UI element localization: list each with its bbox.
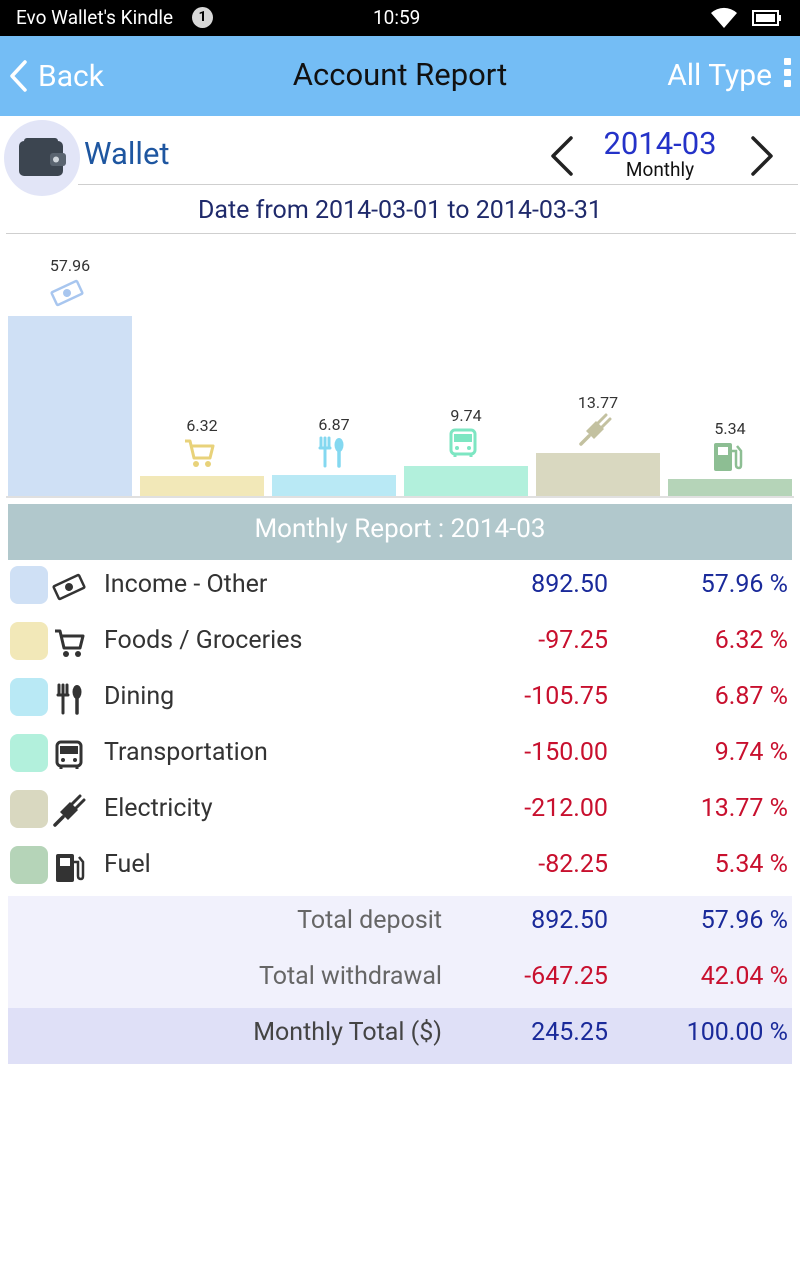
report-row[interactable]: Dining -105.75 6.87 % xyxy=(8,672,792,728)
account-name[interactable]: Wallet xyxy=(84,135,170,172)
chevron-right-icon[interactable] xyxy=(745,134,779,178)
period-selector[interactable]: 2014-03 Monthly xyxy=(590,128,730,180)
category-percent: 13.77 % xyxy=(700,794,788,823)
type-filter-button[interactable]: All Type xyxy=(667,58,772,93)
category-amount: -105.75 xyxy=(524,682,608,711)
app-bar: Back Account Report All Type xyxy=(0,36,800,116)
money-icon xyxy=(50,276,90,312)
report-row[interactable]: Electricity -212.00 13.77 % xyxy=(8,784,792,840)
category-label: Foods / Groceries xyxy=(104,626,303,655)
report-header: Monthly Report : 2014-03 xyxy=(8,504,792,560)
category-label: Fuel xyxy=(104,850,151,879)
cart-icon xyxy=(182,436,222,472)
device-name: Evo Wallet's Kindle xyxy=(16,6,174,29)
money-icon xyxy=(52,570,86,604)
category-amount: 892.50 xyxy=(531,570,608,599)
category-color-swatch xyxy=(10,734,48,772)
chart-value-label: 5.34 xyxy=(714,419,746,439)
chart-value-label: 6.87 xyxy=(318,414,350,434)
account-selector: Wallet 2014-03 Monthly xyxy=(0,116,800,196)
plug-icon xyxy=(578,413,618,449)
category-amount: -150.00 xyxy=(524,738,608,767)
total-label: Total withdrawal xyxy=(259,962,442,991)
category-amount: -212.00 xyxy=(524,794,608,823)
divider xyxy=(78,184,798,185)
overflow-menu-icon[interactable] xyxy=(782,58,792,94)
chart-bar[interactable] xyxy=(140,476,264,496)
chart-bar[interactable] xyxy=(272,474,396,496)
category-label: Income - Other xyxy=(104,570,268,599)
total-row: Total withdrawal -647.25 42.04 % xyxy=(8,952,792,1008)
divider xyxy=(6,233,796,234)
category-percent: 57.96 % xyxy=(700,570,788,599)
chevron-left-icon[interactable] xyxy=(545,134,579,178)
report-row[interactable]: Foods / Groceries -97.25 6.32 % xyxy=(8,616,792,672)
bus-icon xyxy=(52,738,86,772)
clock: 10:59 xyxy=(373,6,421,29)
total-percent: 100.00 % xyxy=(686,1018,788,1047)
total-amount: 245.25 xyxy=(531,1018,608,1047)
category-color-swatch xyxy=(10,790,48,828)
total-label: Monthly Total ($) xyxy=(253,1018,442,1047)
category-percent: 5.34 % xyxy=(714,850,788,879)
period-mode: Monthly xyxy=(625,158,695,181)
category-amount: -97.25 xyxy=(538,626,608,655)
back-button[interactable]: Back xyxy=(8,54,104,98)
category-label: Dining xyxy=(104,682,175,711)
chart-value-label: 13.77 xyxy=(577,393,619,413)
wallet-icon xyxy=(19,138,66,176)
chart-bar[interactable] xyxy=(668,479,792,496)
total-amount: 892.50 xyxy=(531,906,608,935)
chart-bar[interactable] xyxy=(536,453,660,496)
report-row[interactable]: Fuel -82.25 5.34 % xyxy=(8,840,792,896)
category-label: Transportation xyxy=(104,738,268,767)
fork-knife-icon xyxy=(314,435,354,471)
report-row[interactable]: Transportation -150.00 9.74 % xyxy=(8,728,792,784)
cart-icon xyxy=(52,626,86,660)
fuel-pump-icon xyxy=(52,850,86,884)
category-percent: 6.32 % xyxy=(714,626,788,655)
chart-baseline xyxy=(6,496,794,498)
notification-badge: 1 xyxy=(192,7,213,28)
monthly-total-row: Monthly Total ($) 245.25 100.00 % xyxy=(8,1008,792,1064)
category-percent: 6.87 % xyxy=(714,682,788,711)
date-range: Date from 2014-03-01 to 2014-03-31 xyxy=(198,196,602,225)
chart-value-label: 57.96 xyxy=(49,256,91,276)
chart-value-label: 9.74 xyxy=(450,405,482,425)
status-bar: Evo Wallet's Kindle 1 10:59 xyxy=(0,0,800,36)
chevron-left-icon xyxy=(10,60,27,92)
chart-bar[interactable] xyxy=(404,465,528,496)
fork-knife-icon xyxy=(52,682,86,716)
chart-bar[interactable] xyxy=(8,316,132,496)
bus-icon xyxy=(446,426,486,462)
category-color-swatch xyxy=(10,566,48,604)
back-label: Back xyxy=(38,58,104,94)
period-month: 2014-03 xyxy=(603,125,717,162)
category-label: Electricity xyxy=(104,794,213,823)
total-percent: 57.96 % xyxy=(700,906,788,935)
report-row[interactable]: Income - Other 892.50 57.96 % xyxy=(8,560,792,616)
wifi-icon xyxy=(711,7,737,28)
battery-icon xyxy=(752,10,781,26)
total-label: Total deposit xyxy=(297,906,442,935)
chart-value-label: 6.32 xyxy=(186,416,218,436)
category-amount: -82.25 xyxy=(538,850,608,879)
fuel-pump-icon xyxy=(710,439,750,475)
total-amount: -647.25 xyxy=(524,962,608,991)
total-percent: 42.04 % xyxy=(700,962,788,991)
category-color-swatch xyxy=(10,846,48,884)
plug-icon xyxy=(52,794,86,828)
total-row: Total deposit 892.50 57.96 % xyxy=(8,896,792,952)
category-percent: 9.74 % xyxy=(714,738,788,767)
category-color-swatch xyxy=(10,678,48,716)
category-bar-chart: 57.96 6.32 6.87 9.74 13.77 5.34 xyxy=(0,240,800,500)
avatar[interactable] xyxy=(4,120,80,196)
category-color-swatch xyxy=(10,622,48,660)
